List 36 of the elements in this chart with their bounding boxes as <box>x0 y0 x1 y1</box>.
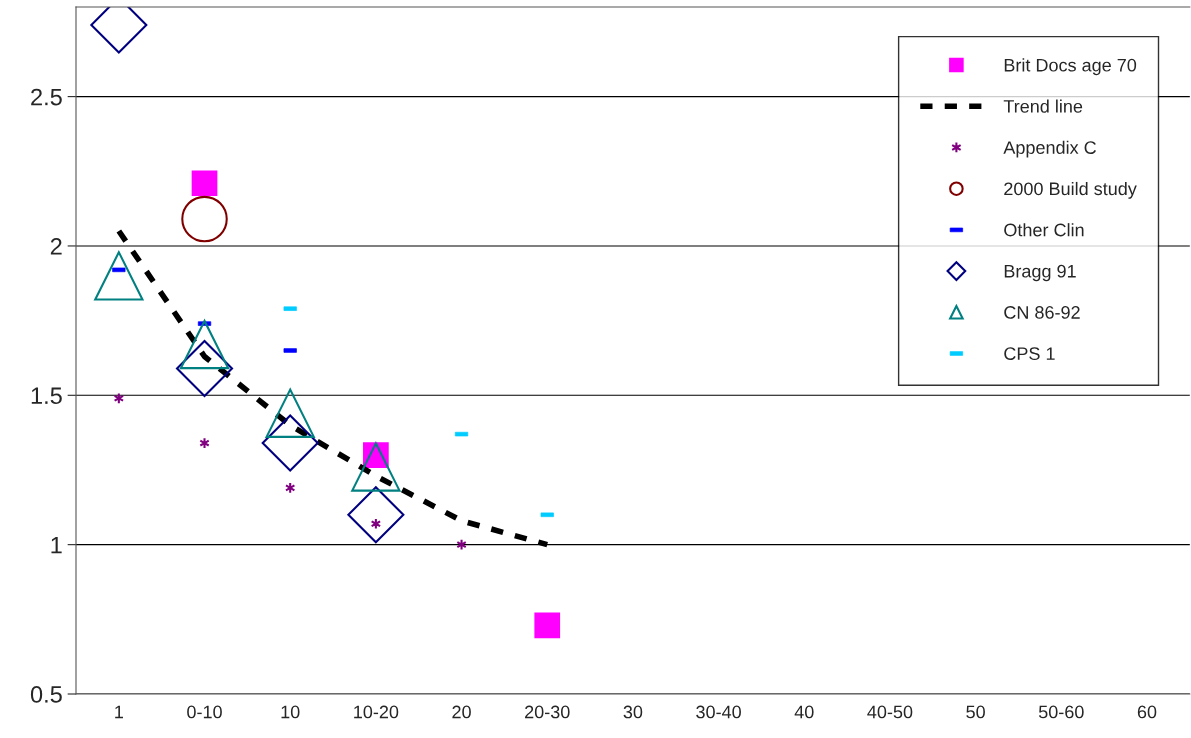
y-tick-label: 2 <box>50 238 62 255</box>
x-tick-label: 40-50 <box>867 705 913 719</box>
x-tick-label: 20 <box>452 705 471 719</box>
x-tick-label: 30-40 <box>696 705 741 719</box>
x-tick-label: 0-10 <box>187 705 222 719</box>
legend-label: CN 86-92 <box>1004 306 1080 319</box>
y-tick-label: 2.5 <box>31 88 62 106</box>
x-tick-label: 60 <box>1137 705 1157 719</box>
x-tick-label: 50-60 <box>1038 705 1084 719</box>
x-tick-label: 1 <box>115 705 123 719</box>
legend-label: Brit Docs age 70 <box>1004 58 1137 76</box>
x-tick-label: 40 <box>794 705 814 719</box>
point <box>261 414 319 472</box>
point <box>94 251 144 301</box>
point <box>265 388 315 438</box>
y-tick-label: 0.5 <box>30 686 62 703</box>
y-tick-label: 1.5 <box>31 387 62 405</box>
legend-label: CPS 1 <box>1004 347 1055 361</box>
point <box>175 339 234 397</box>
point <box>199 437 210 449</box>
point <box>351 442 401 492</box>
point <box>191 170 218 197</box>
point <box>534 612 561 639</box>
x-tick-label: 10-20 <box>354 705 399 719</box>
x-tick-label: 30 <box>623 705 643 719</box>
point <box>347 486 405 544</box>
y-tick-label: 1 <box>51 536 62 554</box>
legend-label: Appendix C <box>1003 140 1096 158</box>
x-tick-label: 20-30 <box>525 705 570 719</box>
legend-label: 2000 Build study <box>1004 181 1137 199</box>
point <box>181 195 228 243</box>
x-tick-label: 50 <box>966 705 985 719</box>
legend-label: Trend line <box>1003 99 1083 113</box>
x-tick-label: 10 <box>281 705 300 719</box>
legend-label: Other Clin <box>1004 223 1084 237</box>
legend-label: Bragg 91 <box>1004 264 1076 282</box>
